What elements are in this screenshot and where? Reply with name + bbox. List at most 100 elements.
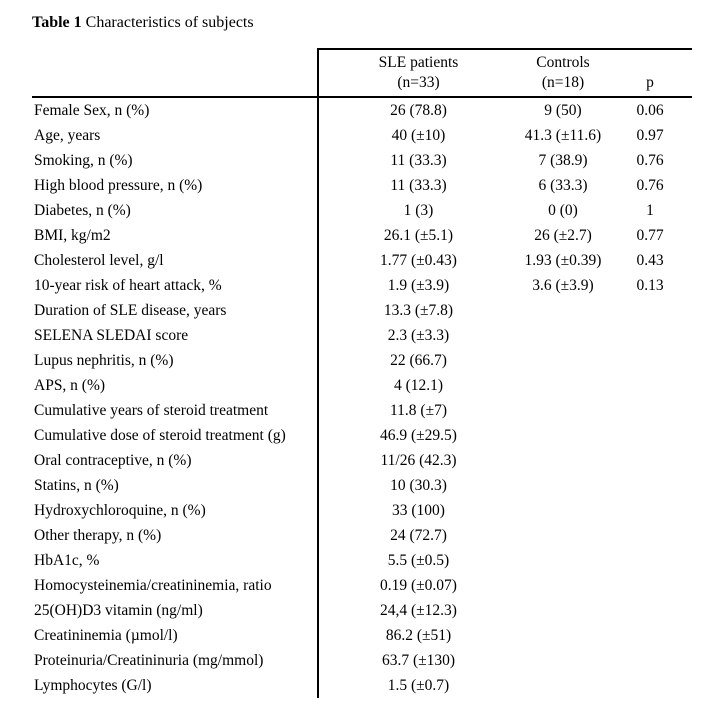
row-label: Cumulative years of steroid treatment [32, 398, 319, 423]
sle-value: 1.77 (±0.43) [380, 252, 457, 269]
control-value [518, 523, 608, 548]
control-value [518, 298, 608, 323]
p-value [608, 523, 692, 548]
control-value [518, 673, 608, 698]
p-value [608, 548, 692, 573]
row-label: Statins, n (%) [32, 473, 319, 498]
sle-value: 1.9 (±3.9) [387, 277, 450, 294]
table-row: Diabetes, n (%) 1 (3) 0 (0) 1 [32, 198, 692, 223]
table-row: Cumulative dose of steroid treatment (g)… [32, 423, 692, 448]
sle-value: 2.3 (±3.3) [387, 327, 450, 344]
table-row: Age, years 40 (±10) 41.3 (±11.6) 0.97 [32, 123, 692, 148]
control-value: 0 (0) [548, 202, 578, 219]
row-label: Lupus nephritis, n (%) [32, 348, 319, 373]
p-value [608, 298, 692, 323]
sle-value: 63.7 (±130) [381, 652, 456, 669]
row-label: 10-year risk of heart attack, % [32, 273, 319, 298]
control-value [518, 423, 608, 448]
table-row: 10-year risk of heart attack, % 1.9 (±3.9… [32, 273, 692, 298]
control-value [518, 373, 608, 398]
header-controls-line2: (n=18) [541, 74, 585, 91]
table-row: Proteinuria/Creatininuria (mg/mmol) 63.7 … [32, 648, 692, 673]
header-sle-patients: SLE patients (n=33) [318, 48, 518, 98]
control-value [518, 573, 608, 598]
sle-value: 86.2 (±51) [385, 627, 452, 644]
p-value: 0.76 [636, 152, 664, 169]
sle-value: 13.3 (±7.8) [383, 302, 454, 319]
table-row: Hydroxychloroquine, n (%) 33 (100) [32, 498, 692, 523]
sle-value: 11 (33.3) [390, 177, 447, 194]
sle-value: 24,4 (±12.3) [380, 602, 457, 619]
header-controls: Controls (n=18) [518, 48, 608, 98]
row-label: Cumulative dose of steroid treatment (g) [32, 423, 319, 448]
control-value: 9 (50) [544, 102, 582, 119]
row-label: High blood pressure, n (%) [32, 173, 319, 198]
table-row: SELENA SLEDAI score 2.3 (±3.3) [32, 323, 692, 348]
table-title: Table 1 Characteristics of subjects [32, 14, 692, 32]
header-p: p [608, 48, 692, 98]
p-value [608, 623, 692, 648]
sle-value: 22 (66.7) [390, 352, 447, 369]
control-value [518, 498, 608, 523]
table-row: APS, n (%) 4 (12.1) [32, 373, 692, 398]
table-row: High blood pressure, n (%) 11 (33.3) 6 (33… [32, 173, 692, 198]
p-value [608, 398, 692, 423]
row-label: Proteinuria/Creatininuria (mg/mmol) [32, 648, 319, 673]
row-label: BMI, kg/m2 [32, 223, 319, 248]
row-label: Female Sex, n (%) [32, 97, 319, 123]
sle-value: 4 (12.1) [393, 377, 444, 394]
p-value [608, 498, 692, 523]
control-value: 6 (33.3) [538, 177, 588, 194]
row-label: Smoking, n (%) [32, 148, 319, 173]
row-label: Cholesterol level, g/l [32, 248, 319, 273]
table-row: Homocysteinemia/creatininemia, ratio 0.19… [32, 573, 692, 598]
p-value [608, 473, 692, 498]
table-title-text: Characteristics of subjects [81, 14, 254, 31]
table-row: Cholesterol level, g/l 1.77 (±0.43) 1.93 (… [32, 248, 692, 273]
row-label: SELENA SLEDAI score [32, 323, 319, 348]
row-label: Creatininemia (µmol/l) [32, 623, 319, 648]
table-row: Duration of SLE disease, years 13.3 (±7.8… [32, 298, 692, 323]
sle-value: 1 (3) [403, 202, 434, 219]
header-controls-line1: Controls [536, 54, 590, 71]
table-row: Creatininemia (µmol/l) 86.2 (±51) [32, 623, 692, 648]
control-value [518, 548, 608, 573]
table-row: Other therapy, n (%) 24 (72.7) [32, 523, 692, 548]
control-value [518, 648, 608, 673]
sle-value: 11.8 (±7) [389, 402, 447, 419]
sle-value: 0.19 (±0.07) [380, 577, 457, 594]
sle-value: 26 (78.8) [390, 102, 447, 119]
p-value: 0.06 [636, 102, 664, 119]
sle-value: 46.9 (±29.5) [380, 427, 457, 444]
control-value [518, 323, 608, 348]
p-value [608, 598, 692, 623]
control-value: 41.3 (±11.6) [524, 127, 602, 144]
row-label: 25(OH)D3 vitamin (ng/ml) [32, 598, 319, 623]
row-label: Age, years [32, 123, 319, 148]
row-label: Lymphocytes (G/l) [32, 673, 319, 698]
sle-value: 5.5 (±0.5) [387, 552, 450, 569]
sle-value: 11 (33.3) [390, 152, 447, 169]
p-value [608, 423, 692, 448]
characteristics-table: SLE patients (n=33) Controls (n=18) p Fe… [32, 48, 692, 698]
table-row: Female Sex, n (%) 26 (78.8) 9 (50) 0.06 [32, 97, 692, 123]
table-row: HbA1c, % 5.5 (±0.5) [32, 548, 692, 573]
row-label: HbA1c, % [32, 548, 319, 573]
p-value [608, 373, 692, 398]
p-value [608, 673, 692, 698]
row-label: Oral contraceptive, n (%) [32, 448, 319, 473]
table-row: Smoking, n (%) 11 (33.3) 7 (38.9) 0.76 [32, 148, 692, 173]
header-sle-line2: (n=33) [397, 74, 440, 91]
control-value: 3.6 (±3.9) [532, 277, 594, 294]
control-value: 1.93 (±0.39) [524, 252, 602, 269]
p-value: 0.76 [636, 177, 664, 194]
control-value [518, 448, 608, 473]
control-value [518, 398, 608, 423]
table-body: Female Sex, n (%) 26 (78.8) 9 (50) 0.06 Age,… [32, 97, 692, 698]
table-row: BMI, kg/m2 26.1 (±5.1) 26 (±2.7) 0.77 [32, 223, 692, 248]
table-row: Statins, n (%) 10 (30.3) [32, 473, 692, 498]
header-empty-cell [32, 49, 319, 98]
table-row: Cumulative years of steroid treatment 11.… [32, 398, 692, 423]
row-label: Diabetes, n (%) [32, 198, 319, 223]
